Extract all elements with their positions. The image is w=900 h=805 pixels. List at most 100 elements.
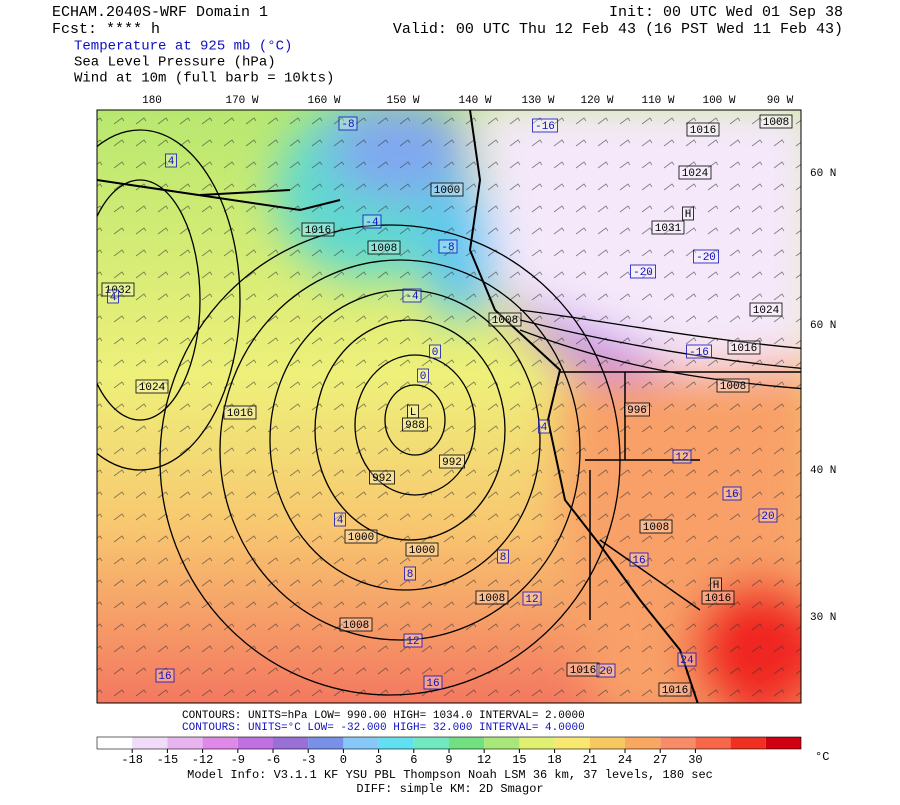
temperature-label-box (403, 633, 423, 648)
temperature-label: 4 (337, 515, 344, 527)
temperature-label: 12 (675, 452, 688, 464)
colorbar-swatch (484, 737, 520, 749)
lon-label: 120 W (580, 95, 613, 107)
pressure-label-box (624, 402, 650, 417)
isobars (97, 129, 801, 696)
colorbar-label: 0 (340, 753, 347, 767)
pressure-label: L (410, 407, 417, 419)
pressure-label-box (339, 617, 373, 632)
temperature-label-box (629, 552, 649, 567)
pressure-label: H (713, 580, 720, 592)
colorbar-label: 24 (618, 753, 632, 767)
colorbar-swatch (237, 737, 273, 749)
temperature-label-box (677, 652, 697, 667)
model-info: Model Info: V3.1.1 KF YSU PBL Thompson N… (187, 768, 713, 782)
temperature-label: -20 (696, 252, 716, 264)
temperature-label: 16 (426, 678, 439, 690)
pressure-label: 1016 (731, 343, 757, 355)
forecast-hour: Fcst: **** h (52, 21, 160, 38)
temperature-label: 8 (500, 552, 507, 564)
pressure-label-box (716, 378, 750, 393)
colorbar-swatch (730, 737, 766, 749)
temperature-label: 16 (725, 489, 738, 501)
temperature-label-box (438, 239, 458, 254)
contour-info: CONTOURS: UNITS=hPa LOW= 990.00 HIGH= 10… (182, 710, 585, 722)
temperature-label-box (693, 249, 719, 264)
pressure-label: 996 (627, 405, 647, 417)
pressure-label: 992 (372, 473, 392, 485)
pressure-label-box (749, 302, 783, 317)
colorbar-label: -12 (192, 753, 214, 767)
lon-label: 180 (142, 95, 162, 107)
lon-label: 90 W (767, 95, 794, 107)
map-frame (96, 109, 802, 704)
lat-label: 30 N (810, 612, 836, 624)
temperature-label: 8 (407, 569, 414, 581)
temperature-label: 0 (432, 347, 439, 359)
temperature-label-box (362, 214, 382, 229)
colorbar-label: 3 (375, 753, 382, 767)
temperature-label-box (596, 663, 616, 678)
colorbar-swatch (378, 737, 414, 749)
temperature-label: 12 (525, 594, 538, 606)
alaska-coast (97, 179, 341, 212)
colorbar-swatch (97, 737, 133, 749)
temperature-label: -8 (341, 119, 354, 131)
pressure-label-box (639, 519, 673, 534)
temperature-label-box (672, 449, 692, 464)
colorbar-swatch (449, 737, 485, 749)
pressure-label: 1016 (690, 125, 716, 137)
temperature-label-box (722, 486, 742, 501)
pressure-label-box (566, 662, 600, 677)
temperature-label: 4 (541, 422, 548, 434)
temperature-label: 4 (168, 156, 175, 168)
lat-label: 60 N (810, 320, 836, 332)
colorbar-swatch (695, 737, 731, 749)
isobar (519, 309, 801, 390)
isobar (219, 259, 581, 641)
colorbar-swatch (167, 737, 203, 749)
pressure-label-box (369, 470, 395, 485)
isobar (97, 179, 201, 421)
pressure-label: 1032 (105, 285, 131, 297)
colorbar-label: -6 (266, 753, 280, 767)
pressure-label-box (475, 590, 509, 605)
colorbar-swatch (589, 737, 625, 749)
pressure-label: 1000 (348, 532, 374, 544)
pressure-label-box (344, 529, 378, 544)
temperature-label-box (404, 566, 416, 581)
pressure-label: 1008 (479, 593, 505, 605)
pressure-label-box (686, 122, 720, 137)
pressure-label-box (727, 340, 761, 355)
temperature-label: -8 (441, 242, 454, 254)
pressure-label: 1000 (434, 185, 460, 197)
pressure-label: 1024 (682, 168, 709, 180)
pressure-label-box (367, 240, 401, 255)
temperature-label-box (686, 344, 712, 359)
isobar (269, 289, 541, 591)
pressure-label-box (301, 222, 335, 237)
pressure-label: 988 (405, 420, 425, 432)
isobar (314, 319, 506, 541)
pressure-label: 1024 (139, 382, 166, 394)
title: ECHAM.2040S-WRF Domain 1 (52, 4, 268, 21)
temperature-label-box (155, 668, 175, 683)
field-label: Wind at 10m (full barb = 10kts) (74, 71, 334, 87)
colorbar-label: -18 (121, 753, 143, 767)
colorbar-label: 21 (583, 753, 597, 767)
colorbar-swatch (413, 737, 449, 749)
colorbar-label: 6 (410, 753, 417, 767)
pressure-label: 992 (442, 457, 462, 469)
colorbar-swatch (202, 737, 238, 749)
colorbar-swatch (132, 737, 168, 749)
colorbar-swatch (273, 737, 309, 749)
pressure-label-box (658, 682, 692, 697)
pressure-label: 1016 (305, 225, 331, 237)
pressure-label: 1016 (662, 685, 688, 697)
diff-info: DIFF: simple KM: 2D Smagor (356, 782, 543, 796)
lon-label: 150 W (386, 95, 419, 107)
contour-info: CONTOURS: UNITS=°C LOW= -32.000 HIGH= 32… (182, 722, 585, 734)
field-label: Sea Level Pressure (hPa) (74, 55, 276, 71)
